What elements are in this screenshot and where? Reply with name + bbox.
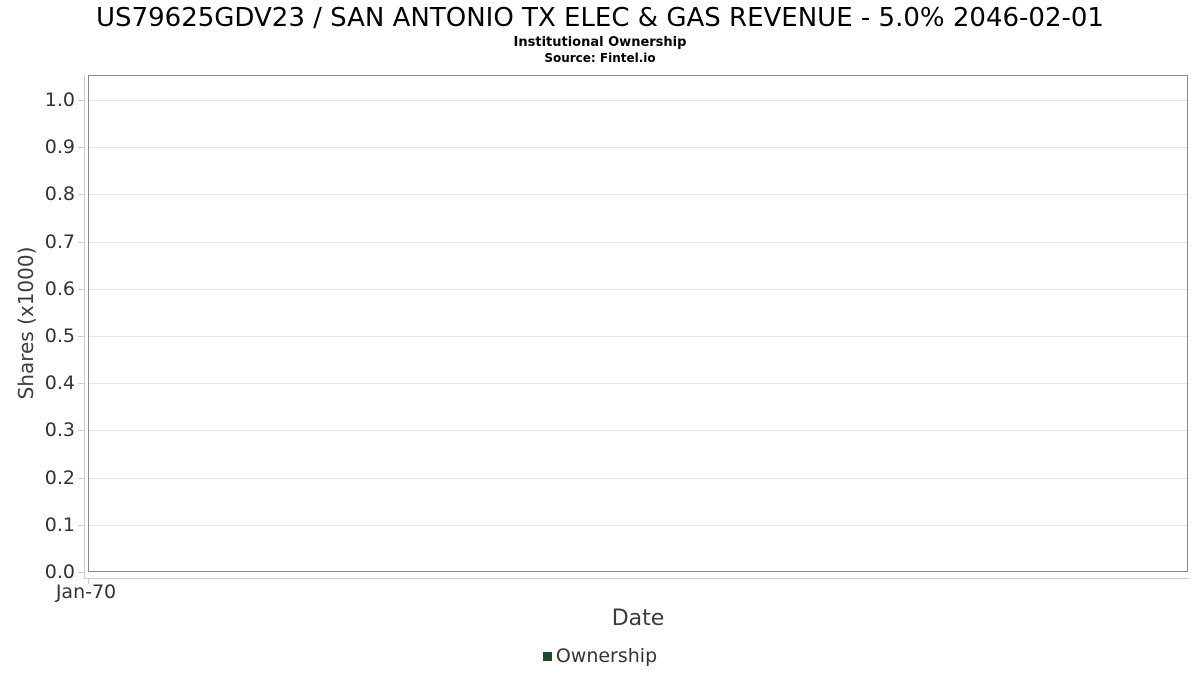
x-axis-tick [88, 578, 89, 584]
y-axis-tick [78, 100, 84, 101]
y-tick-label: 0.4 [44, 372, 75, 394]
y-axis-tick [78, 430, 84, 431]
y-axis-tick [78, 478, 84, 479]
y-tick-label: 0.5 [44, 325, 75, 347]
y-tick-label: 0.6 [44, 278, 75, 300]
gridline [89, 478, 1187, 479]
chart-source: Source: Fintel.io [544, 51, 656, 65]
y-axis-tick [78, 194, 84, 195]
y-axis-tick [78, 242, 84, 243]
legend-label: Ownership [555, 645, 658, 667]
x-tick-label: Jan-70 [55, 581, 117, 603]
y-axis-tick [78, 383, 84, 384]
legend: Ownership [0, 645, 1200, 667]
y-tick-label: 0.3 [44, 419, 75, 441]
x-axis-line [84, 578, 1189, 579]
y-axis-tick [78, 147, 84, 148]
x-axis-title: Date [611, 606, 665, 631]
gridline [89, 289, 1187, 290]
y-axis-tick [78, 525, 84, 526]
gridline [89, 147, 1187, 148]
y-tick-label: 1.0 [44, 89, 75, 111]
y-axis-tick [78, 336, 84, 337]
y-axis-tick [78, 289, 84, 290]
gridline [89, 430, 1187, 431]
gridline [89, 525, 1187, 526]
legend-marker-square-icon [542, 651, 552, 661]
chart-title: US79625GDV23 / SAN ANTONIO TX ELEC & GAS… [96, 3, 1104, 33]
y-axis-line [84, 75, 85, 579]
gridline [89, 194, 1187, 195]
y-tick-label: 0.9 [44, 136, 75, 158]
y-tick-label: 0.7 [44, 231, 75, 253]
gridline [89, 383, 1187, 384]
y-tick-label: 0.8 [44, 183, 75, 205]
gridline [89, 336, 1187, 337]
plot-area [88, 75, 1188, 572]
gridline [89, 242, 1187, 243]
legend-item-ownership[interactable]: Ownership [542, 645, 658, 667]
y-tick-label: 0.2 [44, 467, 75, 489]
chart-subtitle: Institutional Ownership [513, 35, 687, 50]
gridline [89, 100, 1187, 101]
y-tick-label: 0.0 [44, 561, 75, 583]
y-tick-label: 0.1 [44, 514, 75, 536]
y-axis-tick [78, 572, 84, 573]
